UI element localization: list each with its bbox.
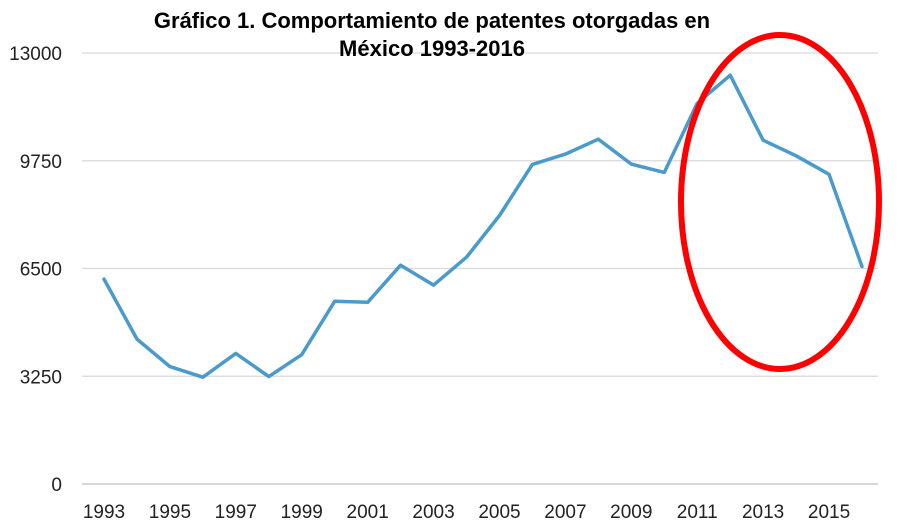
y-tick-label: 0 bbox=[51, 475, 62, 496]
highlight-ellipse bbox=[678, 32, 882, 372]
x-tick-label: 2005 bbox=[478, 502, 520, 523]
x-tick-label: 2007 bbox=[544, 502, 586, 523]
chart-title-line-2: México 1993-2016 bbox=[339, 36, 525, 61]
y-tick-label: 6500 bbox=[20, 260, 62, 281]
x-tick-label: 1999 bbox=[281, 502, 323, 523]
x-tick-label: 2003 bbox=[412, 502, 454, 523]
x-tick-label: 2013 bbox=[742, 502, 784, 523]
y-tick-label: 13000 bbox=[9, 44, 62, 65]
y-tick-label: 3250 bbox=[20, 367, 62, 388]
x-tick-label: 2011 bbox=[677, 502, 718, 523]
x-tick-label: 1993 bbox=[83, 502, 125, 523]
y-tick-label: 9750 bbox=[20, 152, 62, 173]
x-tick-label: 2009 bbox=[610, 502, 652, 523]
chart-title-line-1: Gráfico 1. Comportamiento de patentes ot… bbox=[154, 8, 710, 33]
x-tick-label: 1995 bbox=[149, 502, 191, 523]
series-layer bbox=[102, 73, 864, 379]
grid-lines bbox=[82, 52, 878, 485]
x-tick-label: 2015 bbox=[808, 502, 850, 523]
series-line-0 bbox=[102, 73, 864, 379]
y-axis-ticks: 0 3250 6500 9750 13000 bbox=[9, 44, 62, 496]
x-axis-ticks: 1993 1995 1997 1999 2001 2003 2005 2007 2009 2011… bbox=[83, 502, 850, 523]
x-tick-label: 2001 bbox=[347, 502, 389, 523]
x-tick-label: 1997 bbox=[215, 502, 257, 523]
